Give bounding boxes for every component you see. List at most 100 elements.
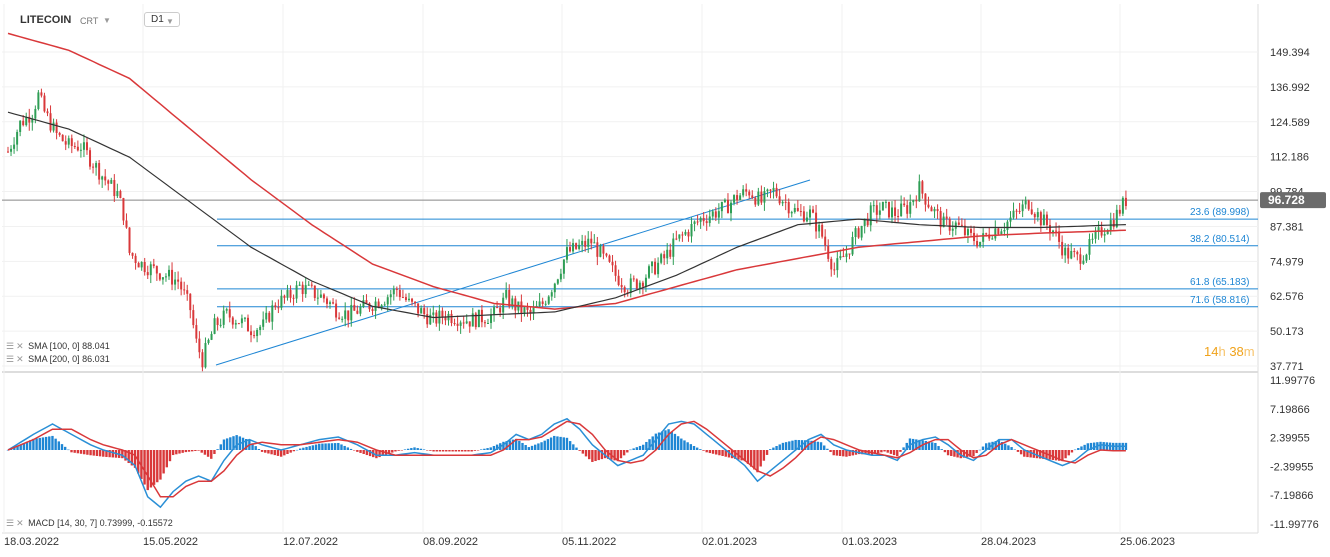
- candle-body: [939, 211, 942, 228]
- candle-body: [687, 231, 690, 237]
- candle-body: [380, 305, 383, 308]
- candle-body: [356, 310, 359, 314]
- close-icon[interactable]: ✕: [16, 341, 24, 351]
- macd-hist-bar: [359, 450, 362, 453]
- candle-body: [277, 307, 280, 309]
- candle-body: [623, 287, 626, 293]
- macd-hist-bar: [111, 450, 115, 458]
- macd-hist-bar: [419, 448, 423, 450]
- candle-body: [593, 242, 596, 244]
- macd-hist-bar: [762, 450, 766, 461]
- macd-hist-bar: [530, 445, 534, 450]
- candle-body: [505, 289, 508, 298]
- macd-hist-bar: [772, 447, 775, 450]
- candle-body: [1112, 220, 1115, 228]
- sma100-legend[interactable]: ☰ ✕ SMA [100, 0] 88.041: [6, 341, 110, 352]
- close-icon[interactable]: ✕: [16, 518, 24, 528]
- candle-body: [31, 118, 34, 123]
- candle-body: [453, 323, 456, 325]
- candle-body: [775, 187, 778, 197]
- candle-body: [216, 318, 219, 326]
- macd-hist-bar: [222, 439, 226, 450]
- macd-hist-bar: [480, 449, 483, 450]
- macd-hist-bar: [702, 450, 705, 451]
- candle-body: [839, 256, 842, 259]
- candle-body: [234, 323, 237, 325]
- candle-body: [377, 301, 380, 308]
- chevron-down-icon[interactable]: ▼: [166, 17, 174, 26]
- macd-hist-bar: [641, 444, 645, 450]
- macd-hist-bar: [562, 437, 565, 450]
- candle-body: [271, 305, 274, 322]
- macd-hist-bar: [1092, 442, 1096, 450]
- candle-body: [222, 310, 225, 325]
- macd-hist-bar: [378, 450, 381, 458]
- y-tick-label: 37.771: [1270, 361, 1304, 373]
- macd-hist-bar: [333, 443, 337, 450]
- candle-body: [842, 256, 845, 258]
- macd-hist-bar: [784, 442, 788, 450]
- candle-body: [158, 273, 161, 280]
- macd-hist-bar: [352, 450, 356, 451]
- menu-icon[interactable]: ☰: [6, 518, 15, 528]
- candle-body: [426, 314, 429, 325]
- macd-hist-bar: [829, 450, 832, 452]
- macd-hist-bar: [991, 441, 994, 450]
- candle-body: [869, 205, 872, 226]
- candle-body: [338, 317, 341, 319]
- macd-hist-bar: [667, 429, 670, 450]
- macd-legend[interactable]: ☰ ✕ MACD [14, 30, 7] 0.73999, -0.15572: [6, 518, 173, 529]
- candle-body: [720, 201, 723, 212]
- candle-body: [1097, 227, 1100, 232]
- macd-hist-bar: [1016, 450, 1020, 452]
- candle-body: [629, 278, 632, 294]
- candle-body: [994, 228, 997, 239]
- macd-hist-bar: [276, 450, 280, 456]
- timeframe-select[interactable]: D1: [144, 12, 180, 27]
- macd-hist-bar: [89, 450, 92, 456]
- macd-hist-bar: [540, 442, 543, 450]
- instrument-type[interactable]: CRT: [80, 16, 99, 26]
- candle-body: [168, 269, 171, 277]
- macd-hist-bar: [715, 450, 718, 455]
- macd-hist-bar: [1077, 448, 1080, 450]
- macd-hist-bar: [1067, 450, 1070, 456]
- candle-body: [681, 234, 684, 236]
- candle-body: [903, 203, 906, 206]
- menu-icon[interactable]: ☰: [6, 341, 15, 351]
- close-icon[interactable]: ✕: [16, 354, 24, 364]
- candle-body: [611, 261, 614, 266]
- macd-hist-bar: [225, 438, 229, 450]
- macd-hist-bar: [927, 441, 931, 450]
- candle-body: [1015, 210, 1018, 212]
- macd-hist-bar: [848, 450, 851, 457]
- candle-body: [486, 323, 489, 325]
- menu-icon[interactable]: ☰: [6, 354, 15, 364]
- macd-hist-bar: [721, 450, 724, 456]
- candle-body: [1052, 230, 1055, 233]
- macd-hist-bar: [60, 444, 64, 450]
- macd-hist-bar: [819, 442, 823, 450]
- macd-hist-bar: [165, 450, 168, 468]
- macd-hist-bar: [124, 450, 127, 461]
- candle-body: [228, 309, 231, 318]
- candle-body: [1103, 234, 1106, 236]
- candle-body: [243, 317, 246, 319]
- sma100-label: SMA [100, 0] 88.041: [28, 341, 110, 351]
- chevron-down-icon[interactable]: ▼: [103, 16, 111, 25]
- candle-body: [948, 218, 951, 231]
- candle-body: [292, 297, 295, 299]
- candle-body: [581, 240, 584, 245]
- macd-hist-bar: [464, 450, 467, 452]
- macd-hist-bar: [613, 450, 616, 461]
- candle-body: [736, 195, 739, 201]
- sma200-legend[interactable]: ☰ ✕ SMA [200, 0] 86.031: [6, 354, 110, 365]
- macd-hist-bar: [683, 440, 686, 450]
- macd-hist-bar: [546, 439, 550, 450]
- macd-hist-bar: [95, 450, 99, 456]
- macd-hist-bar: [597, 450, 600, 461]
- symbol-name[interactable]: LITECOIN: [20, 14, 72, 26]
- macd-hist-bar: [149, 450, 153, 488]
- candle-body: [748, 191, 751, 196]
